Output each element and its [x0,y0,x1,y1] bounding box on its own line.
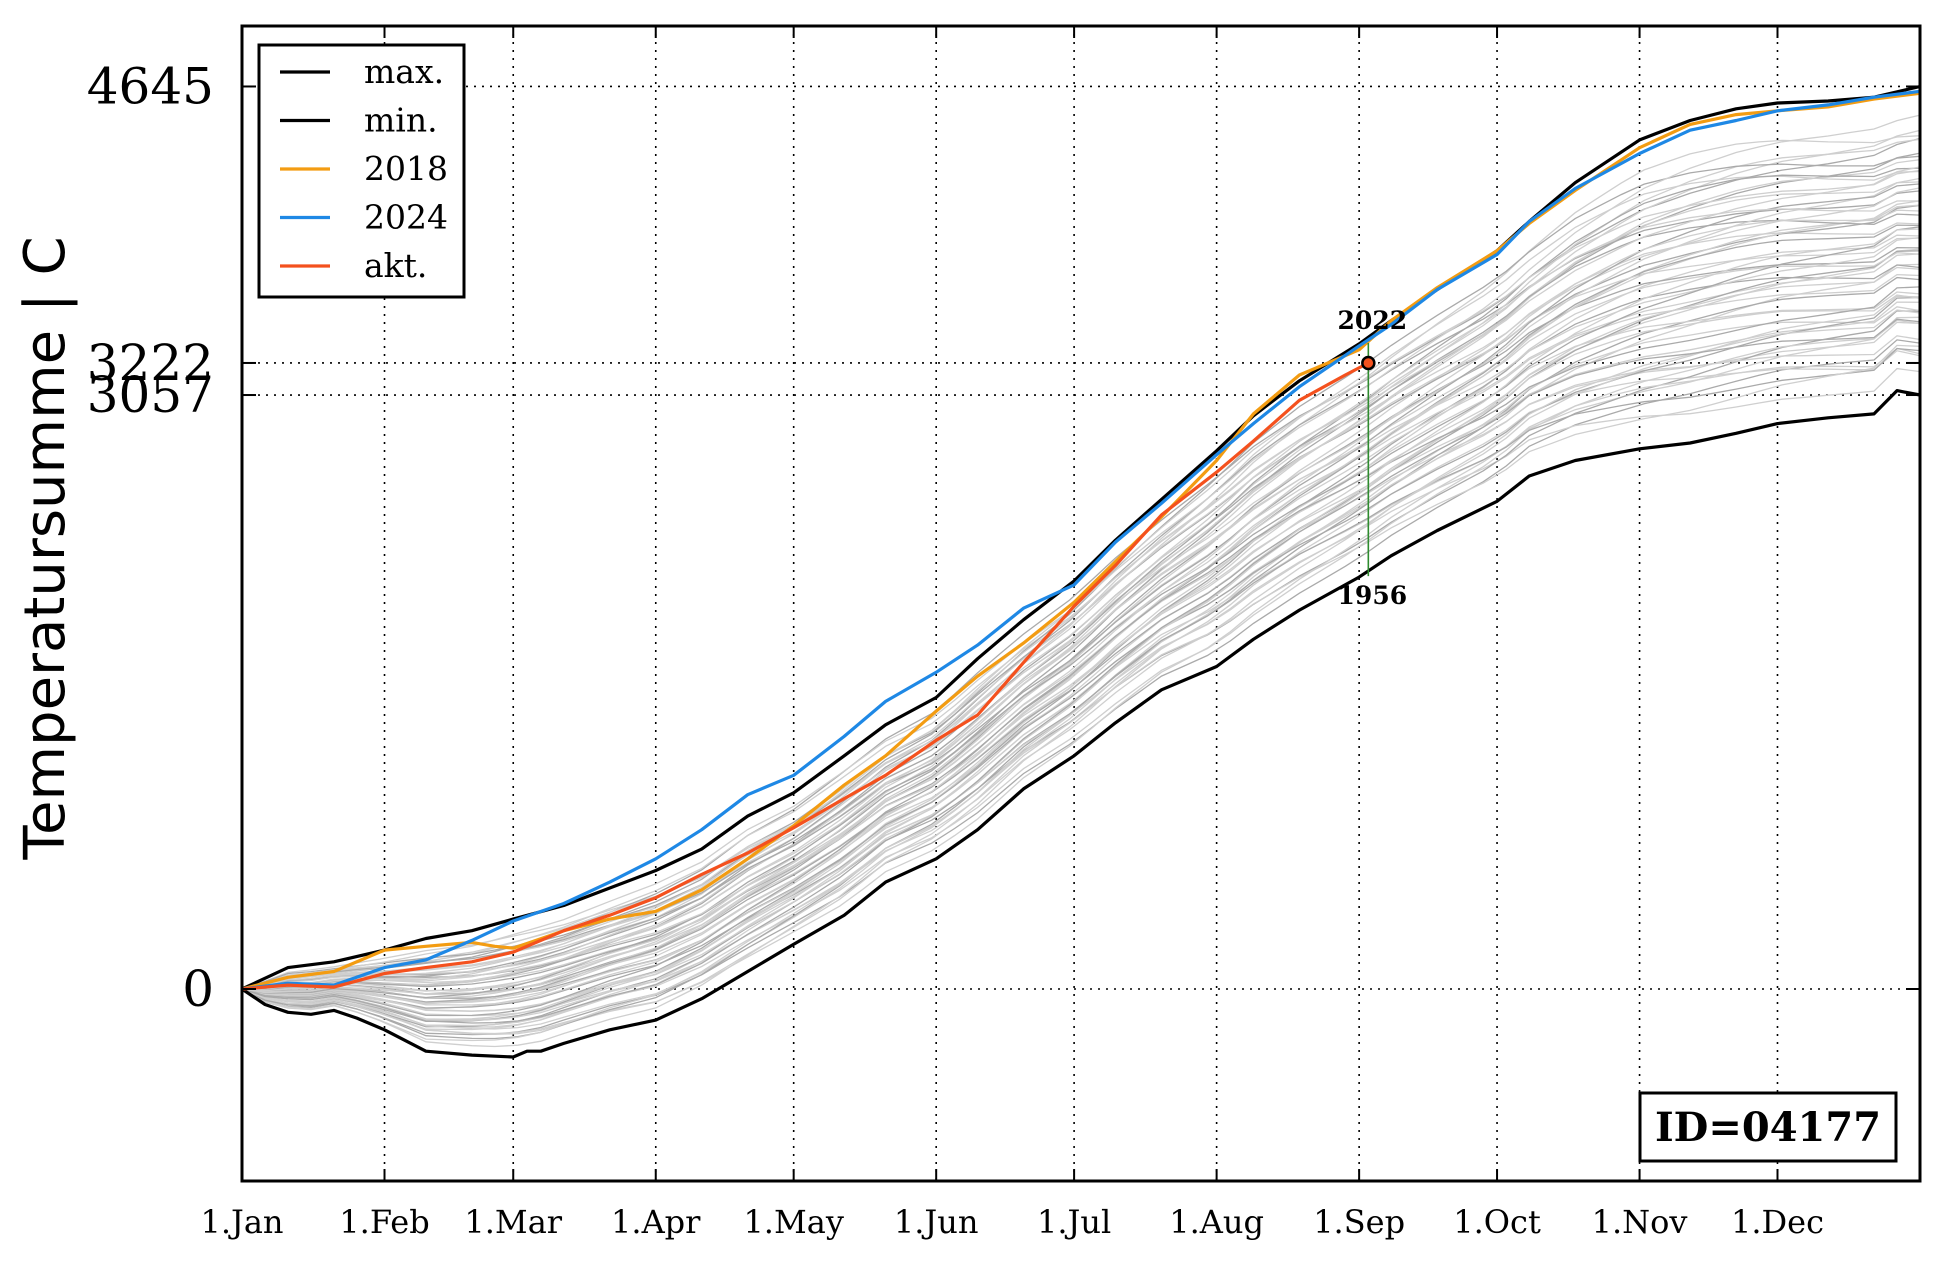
series-line-2018 [241,91,1921,991]
annotation-max-year: 2022 [1338,306,1408,335]
series-line-max [241,84,1921,991]
background-year-line [241,296,1921,1023]
legend-label: max. [364,52,444,91]
legend-label: 2024 [364,198,448,237]
background-year-line [241,252,1921,996]
background-year-line [241,181,1921,990]
x-tick-label: 1.Feb [339,1203,429,1241]
x-tick-label: 1.Aug [1169,1203,1264,1241]
station-id-box: ID=04177 [1638,1091,1898,1163]
x-tick-labels: 1.Jan 1.Feb 1.Mar 1.Apr 1.May 1.Jun 1.Jul 1.Aug… [200,26,1824,1241]
station-id-label: ID=04177 [1655,1104,1881,1151]
background-year-line [241,234,1921,992]
background-year-line [241,321,1921,1028]
annotation-min-year: 1956 [1338,581,1408,610]
background-year-line [241,187,1921,990]
background-year-line [241,347,1921,1035]
y-tick-label: 4645 [87,57,214,115]
annotations: 2022 1956 [1338,306,1408,610]
background-year-line [241,295,1921,1021]
background-year-line [241,166,1921,990]
x-tick-label: 1.Oct [1453,1203,1541,1241]
background-year-line [241,266,1921,1004]
background-year-line [241,170,1921,990]
legend-label: 2018 [364,149,448,188]
y-tick-label: 0 [182,960,214,1018]
legend-label: min. [364,101,438,140]
background-year-line [241,200,1921,990]
background-year-lines [241,114,1921,1048]
current-value-marker [1361,355,1376,371]
background-year-line [241,273,1921,1006]
x-tick-label: 1.Jun [894,1203,979,1241]
background-year-line [241,190,1921,990]
x-tick-label: 1.Jul [1037,1203,1111,1241]
background-year-line [241,316,1921,1031]
background-year-line [241,114,1921,990]
x-tick-label: 1.Dec [1731,1203,1824,1241]
x-tick-label: 1.Sep [1313,1203,1405,1241]
y-axis-label: Temperatursumme | C [13,236,78,860]
x-tick-label: 1.Nov [1592,1203,1688,1241]
background-year-line [241,248,1921,1005]
background-year-line [241,253,1921,1003]
series-line-akt [241,361,1370,991]
legend: max. min. 2018 2024 akt. [257,43,466,299]
series-line-2024 [241,89,1921,991]
legend-label: akt. [364,246,427,285]
y-tick-label: 3222 [87,334,214,392]
background-year-line [241,183,1921,990]
x-tick-label: 1.Apr [611,1203,701,1241]
background-year-line [241,250,1921,1003]
x-tick-label: 1.May [743,1203,843,1241]
background-year-line [241,236,1921,999]
background-year-line [241,222,1921,990]
background-year-line [241,209,1921,990]
background-year-line [241,294,1921,1013]
background-year-line [241,309,1921,1022]
background-year-line [241,318,1921,1024]
series-lines [241,84,1921,1059]
y-tick-label: 3057 [87,366,214,424]
legend-box [257,43,466,299]
background-year-line [241,344,1921,1042]
background-year-line [241,138,1921,990]
background-year-line [241,319,1921,1027]
background-year-line [241,339,1921,1036]
background-year-line [241,228,1921,995]
background-year-line [241,350,1921,1036]
plot-frame [240,24,1922,1183]
plot-border [240,24,1922,1183]
background-year-line [241,286,1921,1017]
background-year-line [241,135,1921,990]
x-tick-label: 1.Mar [464,1203,562,1241]
background-year-line [241,226,1921,999]
x-tick-label: 1.Jan [200,1203,283,1241]
series-line-min [241,389,1921,1059]
